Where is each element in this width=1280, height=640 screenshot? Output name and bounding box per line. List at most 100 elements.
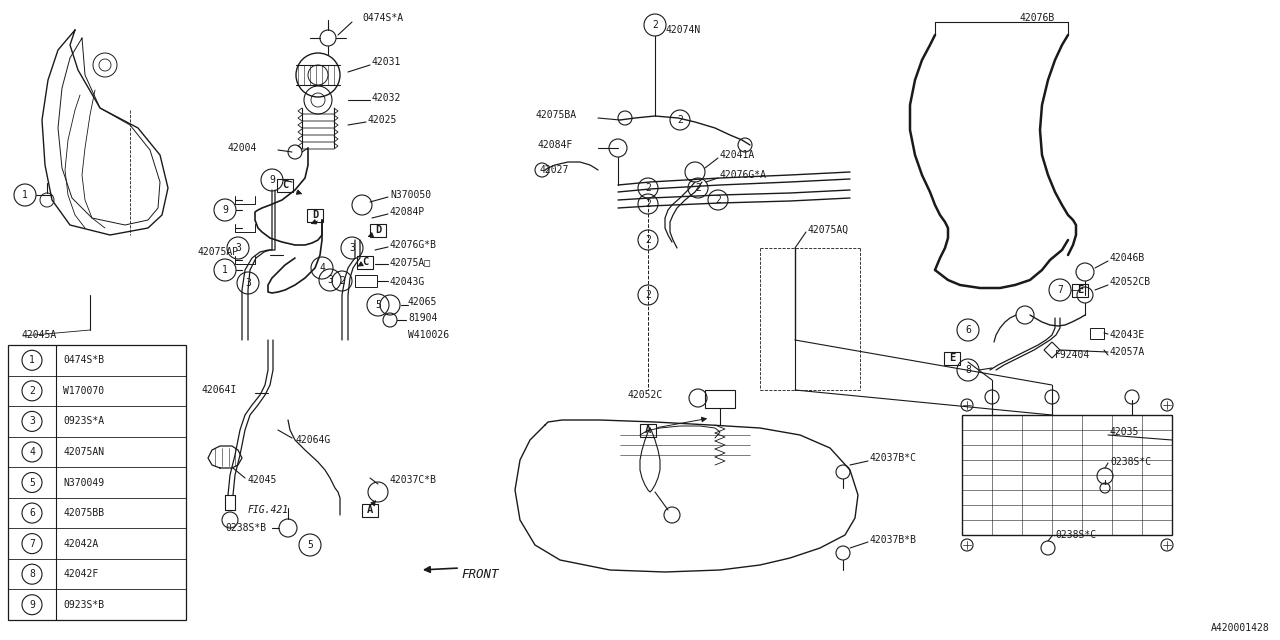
Text: 42045A: 42045A bbox=[22, 330, 58, 340]
Bar bbox=[370, 223, 387, 237]
Text: 42042A: 42042A bbox=[63, 539, 99, 548]
Text: 42035: 42035 bbox=[1110, 427, 1139, 437]
Text: 5: 5 bbox=[307, 540, 312, 550]
Bar bbox=[307, 209, 323, 221]
Text: 42076B: 42076B bbox=[1020, 13, 1055, 23]
Text: 2: 2 bbox=[339, 276, 344, 286]
Text: FIG.421: FIG.421 bbox=[248, 505, 289, 515]
Text: 3: 3 bbox=[244, 278, 251, 288]
Text: 42027: 42027 bbox=[540, 165, 570, 175]
Bar bbox=[357, 255, 372, 269]
Text: 4: 4 bbox=[29, 447, 35, 457]
Text: 3: 3 bbox=[29, 417, 35, 426]
Text: 0238S*C: 0238S*C bbox=[1055, 530, 1096, 540]
Bar bbox=[276, 179, 293, 191]
Text: 3: 3 bbox=[236, 243, 241, 253]
Text: C: C bbox=[282, 180, 288, 190]
Text: 42075A□: 42075A□ bbox=[390, 257, 431, 267]
Text: E: E bbox=[948, 353, 955, 363]
Text: W410026: W410026 bbox=[408, 330, 449, 340]
Text: FRONT: FRONT bbox=[461, 568, 499, 582]
Text: 42076G*B: 42076G*B bbox=[390, 240, 436, 250]
Text: 0238S*C: 0238S*C bbox=[1110, 457, 1151, 467]
Text: 42004: 42004 bbox=[228, 143, 257, 153]
Text: A420001428: A420001428 bbox=[1211, 623, 1270, 633]
Bar bbox=[1073, 284, 1088, 296]
Text: 42084F: 42084F bbox=[538, 140, 573, 150]
Text: 3: 3 bbox=[349, 243, 355, 253]
Text: 2: 2 bbox=[645, 199, 652, 209]
Text: 42052CB: 42052CB bbox=[1110, 277, 1151, 287]
Text: 42075BA: 42075BA bbox=[535, 110, 576, 120]
Text: A: A bbox=[367, 505, 374, 515]
Text: 5: 5 bbox=[375, 300, 381, 310]
Text: D: D bbox=[312, 210, 319, 220]
Text: 0474S*B: 0474S*B bbox=[63, 355, 104, 365]
Bar bbox=[945, 351, 960, 365]
Text: D: D bbox=[375, 225, 381, 235]
Text: 2: 2 bbox=[29, 386, 35, 396]
Text: 1: 1 bbox=[221, 265, 228, 275]
Text: 8: 8 bbox=[965, 365, 972, 375]
Text: 42065: 42065 bbox=[408, 297, 438, 307]
Text: 4: 4 bbox=[319, 263, 325, 273]
Text: 81904: 81904 bbox=[408, 313, 438, 323]
Text: 1: 1 bbox=[22, 190, 28, 200]
Text: 3: 3 bbox=[328, 275, 333, 285]
Bar bbox=[963, 415, 1172, 535]
Text: E: E bbox=[1076, 285, 1083, 295]
Text: 8: 8 bbox=[29, 569, 35, 579]
Text: 42075BB: 42075BB bbox=[63, 508, 104, 518]
Text: 2: 2 bbox=[695, 183, 701, 193]
Text: 2: 2 bbox=[645, 183, 652, 193]
Text: N370050: N370050 bbox=[390, 190, 431, 200]
Bar bbox=[8, 345, 186, 620]
Text: C: C bbox=[362, 257, 369, 267]
Bar bbox=[362, 504, 378, 516]
Text: N370049: N370049 bbox=[63, 477, 104, 488]
Text: 9: 9 bbox=[269, 175, 275, 185]
Text: 1: 1 bbox=[29, 355, 35, 365]
Text: 42037B*C: 42037B*C bbox=[870, 453, 916, 463]
Bar bbox=[705, 390, 735, 408]
Text: F92404: F92404 bbox=[1055, 350, 1091, 360]
Text: 0474S*A: 0474S*A bbox=[362, 13, 403, 23]
Text: 42032: 42032 bbox=[372, 93, 402, 103]
Text: 5: 5 bbox=[29, 477, 35, 488]
Text: 42041A: 42041A bbox=[719, 150, 755, 160]
Text: 2: 2 bbox=[645, 235, 652, 245]
Text: 2: 2 bbox=[652, 20, 658, 30]
Text: 7: 7 bbox=[1057, 285, 1062, 295]
Text: 9: 9 bbox=[29, 600, 35, 610]
Text: 2: 2 bbox=[716, 195, 721, 205]
Text: 42075AN: 42075AN bbox=[63, 447, 104, 457]
Bar bbox=[640, 424, 657, 436]
Text: 0923S*B: 0923S*B bbox=[63, 600, 104, 610]
Bar bbox=[1091, 328, 1103, 339]
Text: 0238S*B: 0238S*B bbox=[225, 523, 266, 533]
Text: 9: 9 bbox=[221, 205, 228, 215]
Text: 2: 2 bbox=[677, 115, 684, 125]
Text: 42037B*B: 42037B*B bbox=[870, 535, 916, 545]
Text: 42064I: 42064I bbox=[202, 385, 237, 395]
Text: 42064G: 42064G bbox=[294, 435, 330, 445]
Text: A: A bbox=[645, 425, 652, 435]
Text: 42043E: 42043E bbox=[1110, 330, 1146, 340]
Text: 42076G*A: 42076G*A bbox=[719, 170, 767, 180]
Text: 42075AP: 42075AP bbox=[198, 247, 239, 257]
Text: 42057A: 42057A bbox=[1110, 347, 1146, 357]
Text: 42045: 42045 bbox=[248, 475, 278, 485]
Text: 2: 2 bbox=[645, 290, 652, 300]
Text: 6: 6 bbox=[965, 325, 972, 335]
Text: 42046B: 42046B bbox=[1110, 253, 1146, 263]
Text: 42084P: 42084P bbox=[390, 207, 425, 217]
Text: 42031: 42031 bbox=[372, 57, 402, 67]
Text: 42043G: 42043G bbox=[390, 277, 425, 287]
Text: 42042F: 42042F bbox=[63, 569, 99, 579]
Text: 6: 6 bbox=[29, 508, 35, 518]
Text: 0923S*A: 0923S*A bbox=[63, 417, 104, 426]
Text: 42052C: 42052C bbox=[628, 390, 663, 400]
Text: 42025: 42025 bbox=[369, 115, 397, 125]
Text: 42075AQ: 42075AQ bbox=[808, 225, 849, 235]
Text: 42037C*B: 42037C*B bbox=[390, 475, 436, 485]
